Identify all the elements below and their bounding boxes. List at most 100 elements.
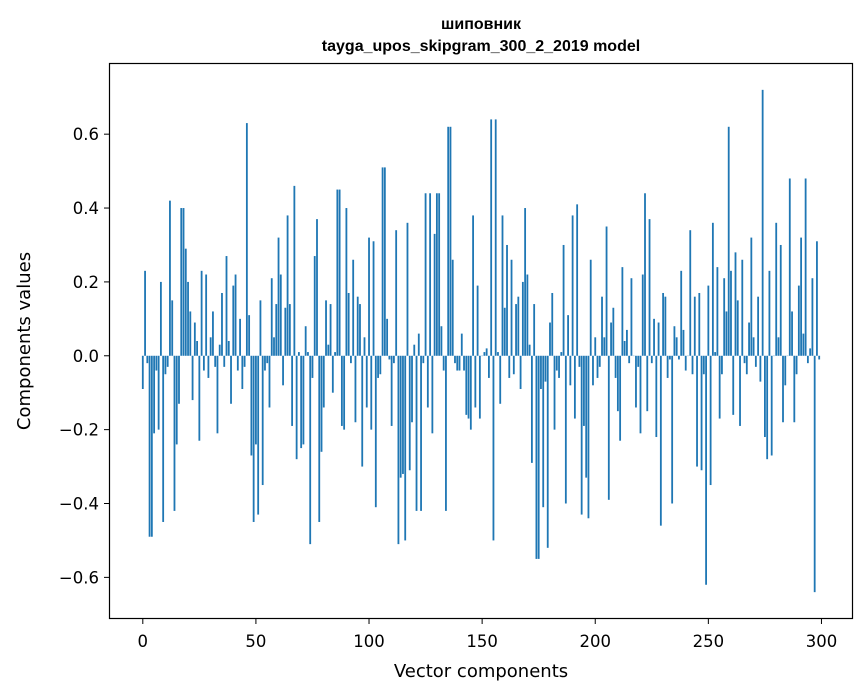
bar <box>309 355 312 545</box>
x-tick-label: 150 <box>466 632 498 651</box>
x-axis-label: Vector components <box>394 661 568 682</box>
y-axis-label: Components values <box>14 252 35 430</box>
bar <box>508 355 511 378</box>
bar <box>519 355 522 390</box>
bar <box>791 311 793 356</box>
bar <box>766 355 769 460</box>
bar <box>193 322 196 356</box>
bar <box>234 274 237 356</box>
bar <box>653 318 655 356</box>
x-tick-label: 300 <box>806 632 838 651</box>
bar <box>438 193 441 356</box>
bar <box>372 241 375 356</box>
bar <box>499 355 502 404</box>
bar <box>331 355 334 393</box>
bar <box>573 355 576 419</box>
bar <box>175 355 178 445</box>
bar <box>212 311 214 356</box>
bar <box>465 355 468 415</box>
bar <box>257 355 260 515</box>
bar <box>451 259 454 356</box>
bar <box>594 337 597 356</box>
bar <box>420 355 422 511</box>
bar <box>273 337 275 356</box>
bar <box>693 296 696 356</box>
bar <box>275 304 278 356</box>
bar <box>650 355 653 364</box>
bar <box>619 355 622 441</box>
bar <box>291 355 294 426</box>
bar <box>578 355 581 367</box>
y-tick-label: 0.4 <box>73 199 99 218</box>
bar <box>381 167 384 356</box>
bar <box>616 355 619 412</box>
bar <box>675 337 678 356</box>
bar <box>261 355 264 486</box>
bar <box>334 352 336 356</box>
bar <box>535 355 538 559</box>
bar <box>297 352 300 356</box>
bar <box>644 193 646 356</box>
bar <box>279 274 282 356</box>
bar <box>666 355 669 378</box>
y-tick-label: 0.2 <box>73 273 99 292</box>
bar <box>406 222 409 356</box>
bar <box>707 285 710 356</box>
bar <box>368 237 370 356</box>
bar <box>390 355 393 426</box>
bar <box>804 178 807 356</box>
bar <box>207 355 210 378</box>
bar <box>478 355 481 419</box>
bar <box>564 355 567 504</box>
bar <box>741 259 744 356</box>
bar <box>325 300 327 356</box>
bar <box>322 355 325 408</box>
bar <box>614 355 617 378</box>
bar <box>347 292 350 356</box>
bar <box>745 355 748 375</box>
bar <box>352 259 355 356</box>
bar <box>800 237 803 356</box>
bar <box>752 337 755 356</box>
y-axis: −0.6 −0.4 −0.2 0.0 0.2 0.4 0.6 <box>59 125 110 587</box>
bar <box>200 270 203 356</box>
bar <box>533 304 536 356</box>
bar <box>542 355 545 508</box>
bar <box>497 352 499 356</box>
bar <box>239 318 241 356</box>
bar <box>277 237 280 356</box>
bar <box>553 355 556 430</box>
bar <box>592 355 594 386</box>
bar <box>546 355 549 548</box>
bar <box>612 307 615 356</box>
bar <box>153 355 156 434</box>
bar <box>734 252 737 356</box>
bar <box>447 126 450 356</box>
x-tick-label: 100 <box>353 632 385 651</box>
plot-frame <box>108 62 854 620</box>
bar <box>320 355 323 452</box>
bar <box>691 355 694 375</box>
bar <box>169 200 171 356</box>
bar <box>718 355 721 419</box>
bar <box>626 329 628 356</box>
bar <box>702 355 705 375</box>
bar <box>730 270 732 356</box>
bar <box>759 355 762 382</box>
bar <box>775 222 778 356</box>
bar <box>630 278 633 356</box>
bar <box>696 355 698 467</box>
bar <box>286 215 289 356</box>
bar <box>284 307 287 356</box>
bar <box>727 126 730 356</box>
bar <box>809 348 812 356</box>
bar <box>711 222 714 356</box>
bar <box>621 267 624 356</box>
bar <box>761 89 764 356</box>
bar <box>580 355 583 515</box>
bar <box>345 208 348 356</box>
bar <box>714 352 717 356</box>
bar <box>282 355 284 386</box>
bar <box>216 355 219 434</box>
